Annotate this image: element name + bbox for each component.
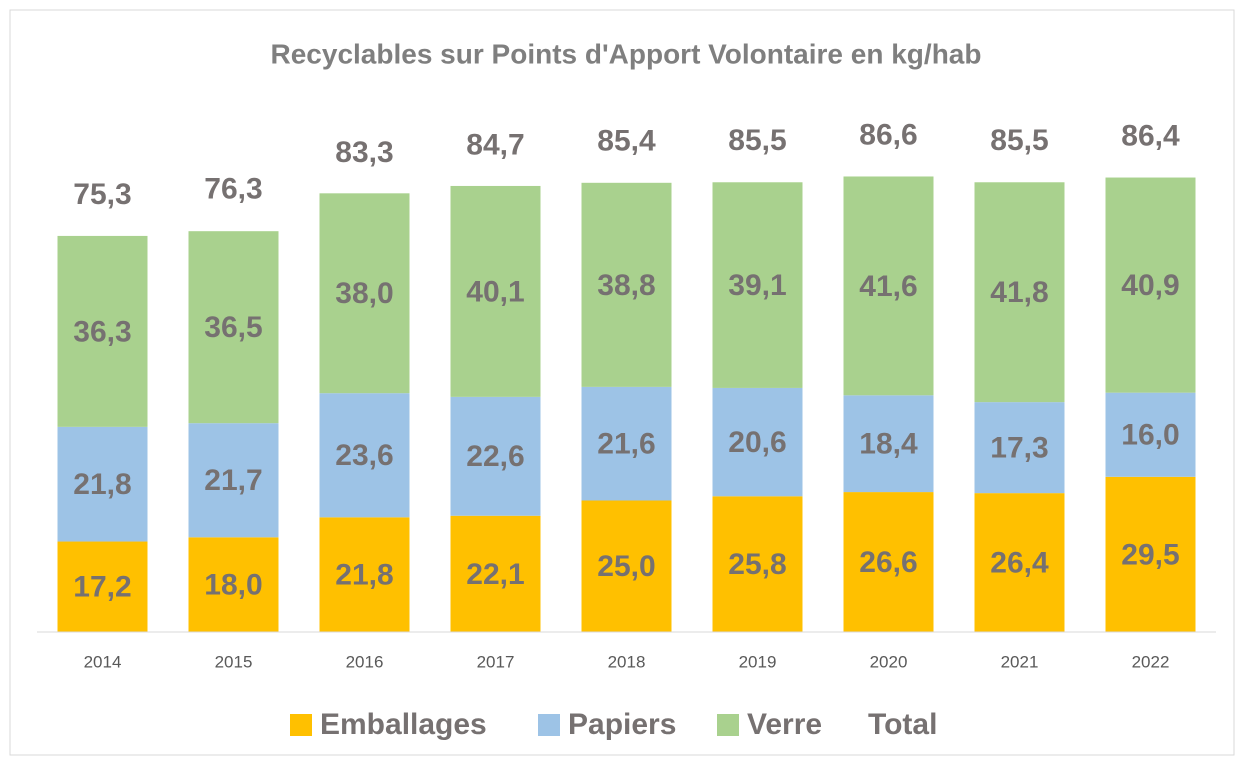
bar-segment [1105, 392, 1196, 477]
bar-segment [57, 541, 148, 632]
bar-segment [188, 537, 279, 632]
data-label: 17,2 [73, 571, 131, 604]
total-label: 75,3 [73, 178, 131, 211]
bar-segment [581, 500, 672, 632]
data-label: 26,6 [859, 546, 917, 579]
legend-swatch [290, 714, 312, 736]
data-label: 41,6 [859, 270, 917, 303]
bar-segment [581, 182, 672, 387]
x-tick-label: 2017 [477, 652, 515, 671]
data-label: 18,0 [204, 569, 262, 602]
bar-segment [319, 517, 410, 632]
total-label: 85,4 [597, 125, 656, 158]
bar-segment [843, 395, 934, 493]
x-tick-label: 2015 [215, 652, 253, 671]
x-tick-label: 2021 [1001, 652, 1039, 671]
data-label: 39,1 [728, 269, 786, 302]
data-label: 38,8 [597, 269, 655, 302]
bar-segment [450, 185, 541, 397]
x-tick-label: 2018 [608, 652, 646, 671]
bar-segment [843, 176, 934, 396]
bar-segment [188, 423, 279, 538]
total-label: 76,3 [204, 173, 262, 206]
bar-segment [319, 393, 410, 518]
data-label: 20,6 [728, 426, 786, 459]
data-label: 16,0 [1121, 419, 1179, 452]
data-label: 40,9 [1121, 269, 1179, 302]
bar-segment [712, 182, 803, 388]
bar-segment [450, 515, 541, 632]
bar-segment [450, 396, 541, 516]
x-tick-label: 2014 [84, 652, 122, 671]
data-label: 29,5 [1121, 538, 1179, 571]
data-label: 38,0 [335, 277, 393, 310]
data-label: 18,4 [859, 428, 918, 461]
total-label: 86,4 [1121, 119, 1180, 152]
bar-segment [188, 231, 279, 424]
bar-segment [712, 387, 803, 497]
data-label: 21,8 [335, 559, 393, 592]
total-label: 85,5 [728, 124, 786, 157]
bar-segment [57, 426, 148, 542]
bar-segment [319, 193, 410, 394]
data-label: 40,1 [466, 275, 524, 308]
legend-label: Total [868, 708, 937, 741]
chart-title: Recyclables sur Points d'Apport Volontai… [271, 38, 982, 69]
data-label: 22,6 [466, 440, 524, 473]
data-label: 41,8 [990, 276, 1048, 309]
bar-segment [1105, 476, 1196, 632]
data-label: 36,3 [73, 315, 131, 348]
total-label: 85,5 [990, 124, 1048, 157]
data-label: 26,4 [990, 546, 1049, 579]
total-label: 83,3 [335, 136, 393, 169]
x-tick-label: 2019 [739, 652, 777, 671]
bar-segment [712, 496, 803, 632]
x-tick-label: 2020 [870, 652, 908, 671]
data-label: 17,3 [990, 432, 1048, 465]
data-label: 21,7 [204, 464, 262, 497]
data-label: 23,6 [335, 439, 393, 472]
total-label: 84,7 [466, 128, 524, 161]
data-label: 25,8 [728, 548, 786, 581]
x-tick-label: 2022 [1132, 652, 1170, 671]
x-tick-label: 2016 [346, 652, 384, 671]
data-label: 22,1 [466, 558, 524, 591]
data-label: 21,6 [597, 428, 655, 461]
bar-segment [974, 182, 1065, 403]
bar-segment [1105, 177, 1196, 393]
data-label: 25,0 [597, 550, 655, 583]
legend-swatch [538, 714, 560, 736]
bar-segment [974, 493, 1065, 632]
bar-segment [57, 235, 148, 427]
legend-swatch [717, 714, 739, 736]
bar-segment [974, 402, 1065, 494]
legend-label: Emballages [320, 708, 487, 741]
bar-segment [843, 492, 934, 632]
legend-label: Papiers [568, 708, 676, 741]
legend-label: Verre [747, 708, 822, 741]
data-label: 36,5 [204, 311, 262, 344]
data-label: 21,8 [73, 468, 131, 501]
total-label: 86,6 [859, 118, 917, 151]
bar-segment [581, 386, 672, 501]
